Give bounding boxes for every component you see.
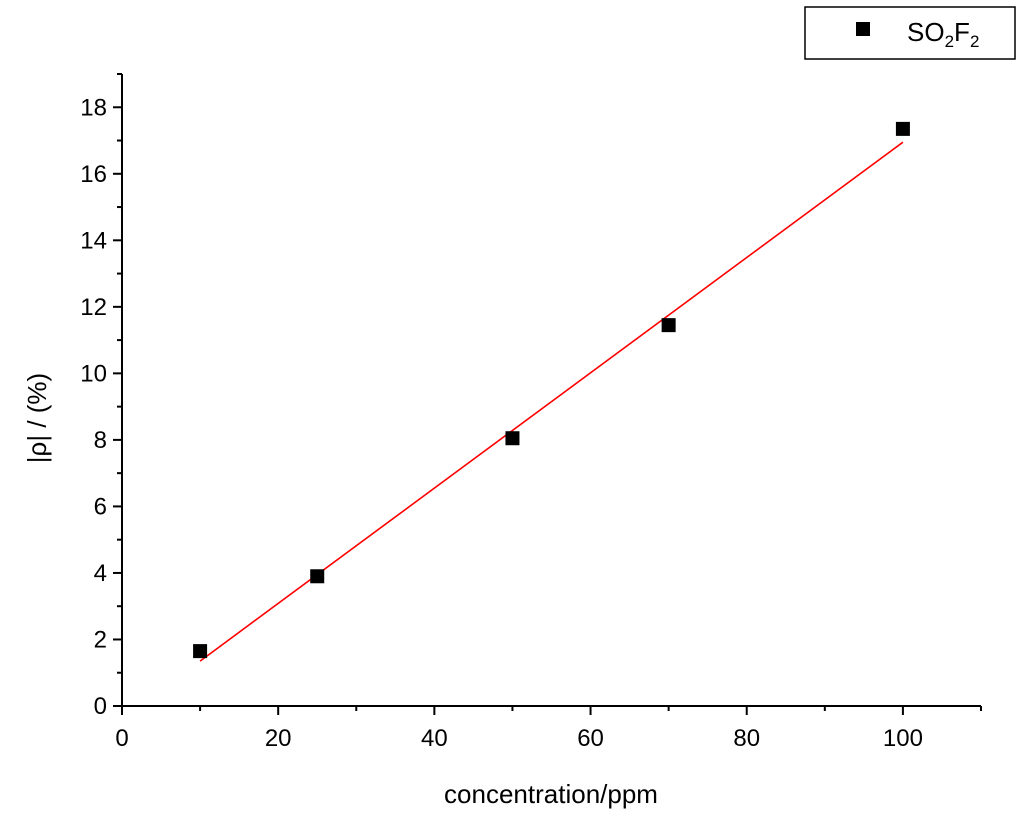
data-point <box>310 569 325 584</box>
x-axis-ticks: 0 20 40 60 80 100 <box>115 706 982 752</box>
legend-label-so2f2: SO2F2 <box>907 17 979 51</box>
legend-subscript: 2 <box>945 32 954 51</box>
legend-text-part: F <box>954 17 970 47</box>
y-tick-label: 6 <box>94 493 107 520</box>
y-tick-label: 2 <box>94 626 107 653</box>
x-tick-label: 0 <box>115 725 128 752</box>
data-point <box>193 644 208 659</box>
legend-subscript: 2 <box>970 32 979 51</box>
y-tick-label: 18 <box>80 94 107 121</box>
fit-line <box>199 141 904 662</box>
y-tick-label: 10 <box>80 360 107 387</box>
x-tick-label: 60 <box>577 725 604 752</box>
y-tick-label: 14 <box>80 227 107 254</box>
legend-box <box>804 6 1016 60</box>
x-tick-label: 20 <box>265 725 292 752</box>
fit-line-group <box>199 141 904 662</box>
y-tick-label: 12 <box>80 294 107 321</box>
y-axis-title: |ρ| / (%) <box>22 373 52 463</box>
legend-text-part: SO <box>907 17 945 47</box>
legend-marker <box>856 22 870 36</box>
y-tick-label: 8 <box>94 427 107 454</box>
data-point <box>895 121 910 136</box>
y-tick-label: 0 <box>94 693 107 720</box>
y-tick-label: 4 <box>94 560 107 587</box>
data-points <box>193 121 910 659</box>
data-point <box>661 318 676 333</box>
x-axis-title: concentration/ppm <box>444 779 658 809</box>
y-tick-label: 16 <box>80 161 107 188</box>
x-tick-label: 100 <box>883 725 923 752</box>
x-tick-label: 40 <box>421 725 448 752</box>
legend: SO2F2 <box>804 6 1016 60</box>
x-tick-label: 80 <box>733 725 760 752</box>
data-point <box>505 431 520 446</box>
y-axis-ticks: 0 2 4 6 8 10 12 14 16 18 <box>80 73 122 720</box>
